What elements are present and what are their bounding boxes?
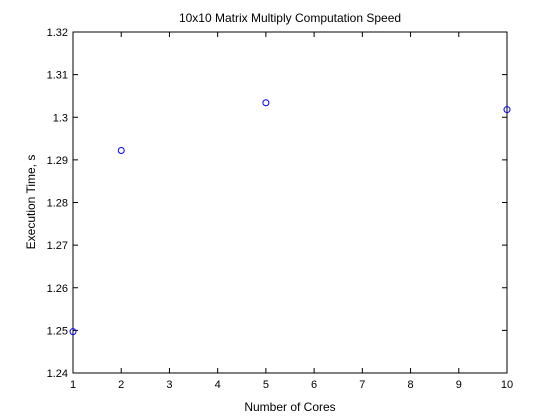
y-axis-ticks: 1.24 1.25 1.26 1.27 1.28 1.29 1.3 1.31 1.32 bbox=[47, 27, 507, 380]
x-tick-label: 1 bbox=[70, 379, 76, 391]
x-tick-label: 5 bbox=[263, 379, 269, 391]
x-tick-label: 6 bbox=[311, 379, 317, 391]
chart-title: 10x10 Matrix Multiply Computation Speed bbox=[179, 11, 401, 25]
data-point bbox=[69, 328, 77, 336]
data-point bbox=[117, 146, 125, 154]
x-tick-label: 9 bbox=[456, 379, 462, 391]
x-tick-label: 2 bbox=[118, 379, 124, 391]
y-tick-label: 1.26 bbox=[47, 283, 68, 295]
x-axis-label: Number of Cores bbox=[244, 400, 335, 414]
x-tick-label: 8 bbox=[407, 379, 413, 391]
y-tick-label: 1.29 bbox=[47, 155, 68, 167]
y-tick-label: 1.25 bbox=[47, 325, 68, 337]
y-tick-label: 1.3 bbox=[53, 112, 68, 124]
data-point bbox=[262, 99, 270, 107]
y-tick-label: 1.27 bbox=[47, 240, 68, 252]
data-point bbox=[503, 106, 511, 114]
y-tick-label: 1.24 bbox=[47, 368, 68, 380]
x-axis-ticks: 1 2 3 4 5 6 7 8 9 10 bbox=[70, 32, 513, 391]
y-tick-label: 1.31 bbox=[47, 70, 68, 82]
y-tick-label: 1.28 bbox=[47, 198, 68, 210]
x-tick-label: 3 bbox=[166, 379, 172, 391]
data-points bbox=[69, 99, 511, 336]
x-tick-label: 7 bbox=[359, 379, 365, 391]
x-tick-label: 10 bbox=[501, 379, 513, 391]
plot-area bbox=[72, 31, 508, 374]
y-tick-label: 1.32 bbox=[47, 27, 68, 39]
y-axis-label: Execution Time, s bbox=[24, 155, 38, 250]
x-tick-label: 4 bbox=[215, 379, 221, 391]
